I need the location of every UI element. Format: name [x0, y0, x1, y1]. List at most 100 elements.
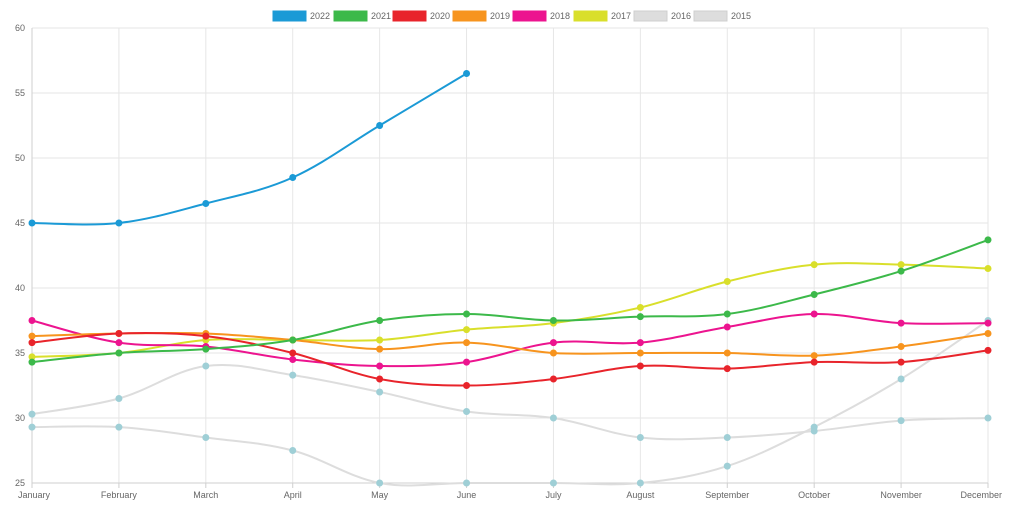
- data-point[interactable]: [897, 261, 905, 269]
- data-point[interactable]: [984, 330, 992, 337]
- data-point[interactable]: [636, 349, 644, 357]
- data-point[interactable]: [376, 345, 384, 353]
- data-point[interactable]: [463, 408, 471, 415]
- data-point[interactable]: [289, 356, 297, 363]
- data-point[interactable]: [723, 365, 731, 373]
- data-point[interactable]: [463, 70, 471, 77]
- data-point[interactable]: [723, 278, 731, 285]
- data-point[interactable]: [810, 291, 818, 298]
- data-point[interactable]: [636, 313, 644, 321]
- data-point[interactable]: [810, 261, 818, 269]
- data-point[interactable]: [549, 339, 557, 347]
- legend-item-2016[interactable]: 2016: [633, 10, 691, 22]
- data-point[interactable]: [897, 417, 905, 425]
- data-point[interactable]: [897, 343, 905, 350]
- legend-swatch: [512, 10, 547, 22]
- data-point[interactable]: [810, 358, 818, 366]
- data-point[interactable]: [115, 423, 123, 431]
- data-point[interactable]: [897, 319, 905, 327]
- data-point[interactable]: [115, 330, 123, 337]
- legend-item-2015[interactable]: 2015: [693, 10, 751, 22]
- data-point[interactable]: [463, 382, 471, 389]
- data-point[interactable]: [463, 310, 471, 318]
- series-2015: [28, 317, 992, 487]
- data-point[interactable]: [463, 339, 471, 347]
- data-point[interactable]: [463, 358, 471, 366]
- data-point[interactable]: [463, 479, 471, 487]
- legend-label: 2016: [671, 11, 691, 21]
- series-2020: [28, 330, 992, 389]
- data-point[interactable]: [115, 349, 123, 357]
- data-point[interactable]: [897, 375, 905, 383]
- data-point[interactable]: [636, 362, 644, 370]
- data-point[interactable]: [289, 349, 297, 357]
- data-point[interactable]: [28, 423, 36, 431]
- data-point[interactable]: [115, 339, 123, 347]
- data-point[interactable]: [289, 371, 297, 379]
- data-point[interactable]: [28, 317, 36, 324]
- data-point[interactable]: [28, 358, 36, 366]
- data-point[interactable]: [636, 304, 644, 311]
- data-point[interactable]: [723, 349, 731, 357]
- legend-label: 2022: [310, 11, 330, 21]
- legend-item-2019[interactable]: 2019: [452, 10, 510, 22]
- data-point[interactable]: [549, 349, 557, 357]
- data-point[interactable]: [636, 339, 644, 347]
- data-point[interactable]: [810, 352, 818, 360]
- data-point[interactable]: [376, 336, 384, 344]
- data-point[interactable]: [984, 414, 992, 422]
- data-point[interactable]: [723, 434, 731, 441]
- data-point[interactable]: [549, 479, 557, 487]
- x-tick-label: September: [705, 490, 749, 500]
- data-point[interactable]: [723, 462, 731, 470]
- data-point[interactable]: [202, 434, 210, 441]
- data-point[interactable]: [376, 479, 384, 487]
- legend-item-2017[interactable]: 2017: [573, 10, 631, 22]
- data-point[interactable]: [376, 388, 384, 396]
- data-point[interactable]: [549, 375, 557, 383]
- legend-item-2020[interactable]: 2020: [392, 10, 450, 22]
- legend-swatch: [633, 10, 668, 22]
- data-point[interactable]: [289, 447, 297, 454]
- data-point[interactable]: [897, 267, 905, 275]
- data-point[interactable]: [636, 434, 644, 441]
- legend-label: 2021: [371, 11, 391, 21]
- data-point[interactable]: [723, 323, 731, 331]
- data-point[interactable]: [636, 479, 644, 487]
- data-point[interactable]: [202, 362, 210, 370]
- data-point[interactable]: [28, 332, 36, 340]
- legend-item-2018[interactable]: 2018: [512, 10, 570, 22]
- data-point[interactable]: [810, 427, 818, 435]
- data-point[interactable]: [376, 317, 384, 324]
- data-point[interactable]: [376, 122, 384, 129]
- data-point[interactable]: [202, 345, 210, 353]
- data-point[interactable]: [202, 332, 210, 340]
- data-point[interactable]: [463, 326, 471, 334]
- data-point[interactable]: [202, 200, 210, 207]
- series-line: [31, 312, 989, 368]
- data-point[interactable]: [549, 317, 557, 324]
- data-point[interactable]: [984, 346, 992, 354]
- data-point[interactable]: [28, 410, 36, 418]
- data-point[interactable]: [376, 375, 384, 383]
- data-point[interactable]: [723, 310, 731, 318]
- data-point[interactable]: [289, 174, 297, 181]
- data-point[interactable]: [984, 265, 992, 272]
- legend: 2022 2021 2020 2019 2018 2017 2016 2015: [272, 10, 751, 22]
- data-point[interactable]: [28, 219, 36, 227]
- legend-item-2022[interactable]: 2022: [272, 10, 330, 22]
- data-point[interactable]: [289, 336, 297, 344]
- legend-item-2021[interactable]: 2021: [333, 10, 391, 22]
- data-point[interactable]: [115, 219, 123, 227]
- data-point[interactable]: [549, 414, 557, 422]
- data-point[interactable]: [810, 310, 818, 318]
- data-point[interactable]: [984, 236, 992, 244]
- data-point[interactable]: [897, 358, 905, 366]
- legend-label: 2015: [731, 11, 751, 21]
- data-point[interactable]: [984, 319, 992, 327]
- series-2022: [28, 70, 471, 227]
- data-point[interactable]: [376, 362, 384, 370]
- data-point[interactable]: [115, 395, 123, 402]
- data-point[interactable]: [28, 339, 36, 347]
